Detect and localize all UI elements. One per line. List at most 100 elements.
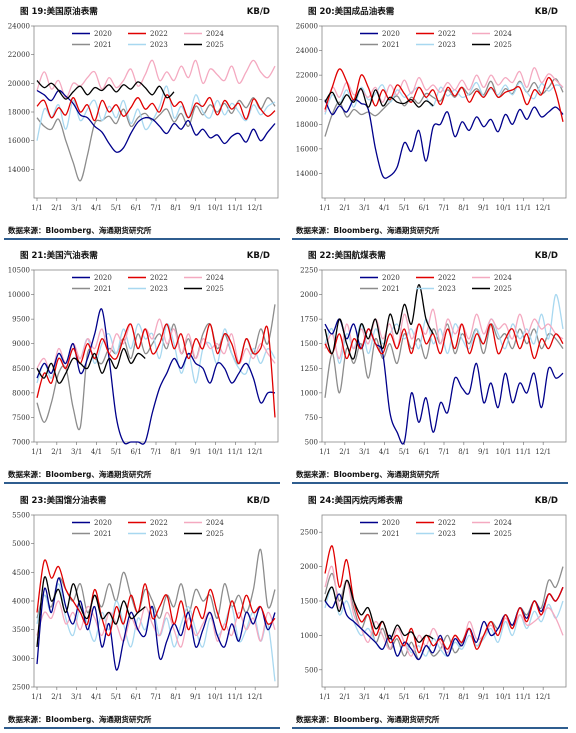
x-tick-label: 8/1 [170,448,181,456]
chart-panel-23: 图 23:美国馏分油表需 KB/D 2500 3000 3500 4000 4500 5000… [0,489,288,733]
x-tick-label: 9/1 [190,693,201,701]
chart-svg: 图 20:美国成品油表需 KB/D 14000 16000 18000 20000 2200… [292,6,568,240]
x-tick-label: 8/1 [170,204,181,212]
y-tick-label: 3500 [12,626,30,634]
series-line-2024 [324,67,564,113]
series-line-2025 [324,284,434,360]
series-line-2021 [324,566,564,661]
legend-label: 2023 [150,530,168,538]
x-tick-label: 9/1 [478,448,489,456]
x-tick-label: 4/1 [379,448,390,456]
legend-label: 2024 [494,519,512,527]
series-line-2022 [36,94,276,122]
y-tick-label: 7000 [12,439,30,447]
x-tick-label: 8/1 [458,448,469,456]
x-tick-label: 2/1 [51,448,62,456]
legend-label: 2022 [150,519,168,527]
legend-label: 2024 [206,30,224,38]
x-tick-label: 6/1 [131,448,142,456]
series-line-2022 [324,323,564,360]
legend-label: 2025 [494,285,512,293]
x-tick-label: 1/1 [31,448,42,456]
legend-label: 2024 [206,519,224,527]
legend-label: 2023 [150,285,168,293]
legend-label: 2025 [494,41,512,49]
series-line-2025 [324,88,434,108]
series-line-2025 [324,579,434,643]
y-tick-label: 9000 [12,340,30,348]
x-tick-label: 10/1 [208,204,224,212]
x-tick-label: 2/1 [51,204,62,212]
y-tick-label: 1250 [300,365,318,373]
x-tick-label: 11/1 [515,448,531,456]
y-tick-label: 24000 [8,23,30,31]
x-tick-label: 7/1 [150,693,161,701]
y-tick-label: 26000 [296,23,318,31]
legend-label: 2021 [382,285,400,293]
chart-title: 图 19:美国原油表需 [20,6,98,17]
x-tick-label: 2/1 [339,693,350,701]
legend-label: 2020 [94,30,112,38]
y-tick-label: 750 [305,414,318,422]
legend-label: 2024 [206,274,224,282]
chart-svg: 图 23:美国馏分油表需 KB/D 2500 3000 3500 4000 4500 5000… [4,495,280,729]
x-tick-label: 12/1 [535,693,551,701]
chart-unit: KB/D [535,251,558,261]
x-tick-label: 6/1 [419,204,430,212]
chart-panel-21: 图 21:美国汽油表需 KB/D 7000 7500 8000 8500 9000 9500 1… [0,244,288,488]
x-tick-label: 7/1 [438,204,449,212]
x-tick-label: 1/1 [319,693,330,701]
x-tick-label: 1/1 [31,693,42,701]
legend-label: 2021 [94,530,112,538]
x-tick-label: 9/1 [190,448,201,456]
divider-rule [4,482,280,484]
series-line-2020 [324,98,564,179]
chart-svg: 图 19:美国原油表需 KB/D 14000 16000 18000 20000 22000… [4,6,280,240]
series-line-2024 [324,565,564,657]
y-tick-label: 2500 [300,529,318,537]
x-tick-label: 5/1 [399,204,410,212]
series-line-2023 [36,323,276,384]
y-tick-label: 18000 [296,121,318,129]
x-tick-label: 4/1 [379,693,390,701]
chart-svg: 图 21:美国汽油表需 KB/D 7000 7500 8000 8500 9000 9500 1… [4,250,280,484]
legend-label: 2025 [494,530,512,538]
x-tick-label: 11/1 [227,204,243,212]
source-note: 数据来源：Bloomberg、海通期货研究所 [8,225,152,235]
legend-label: 2020 [382,30,400,38]
y-tick-label: 2500 [12,684,30,692]
chart-panel-19: 图 19:美国原油表需 KB/D 14000 16000 18000 20000 22000… [0,0,288,244]
x-tick-label: 4/1 [91,693,102,701]
chart-unit: KB/D [247,251,270,261]
x-tick-label: 6/1 [131,204,142,212]
source-note: 数据来源：Bloomberg、海通期货研究所 [296,469,440,479]
divider-rule [4,238,280,240]
x-tick-label: 11/1 [227,448,243,456]
y-tick-label: 16000 [296,145,318,153]
x-tick-label: 10/1 [496,693,512,701]
chart-title: 图 23:美国馏分油表需 [20,495,107,506]
y-tick-label: 8500 [12,365,30,373]
x-tick-label: 8/1 [170,693,181,701]
legend-label: 2022 [438,519,456,527]
x-tick-label: 4/1 [91,448,102,456]
plot-frame [321,25,567,199]
y-tick-label: 22000 [296,72,318,80]
x-tick-label: 10/1 [496,204,512,212]
legend-label: 2020 [382,274,400,282]
y-tick-label: 4000 [12,598,30,606]
y-tick-label: 7500 [12,414,30,422]
chart-unit: KB/D [535,7,558,17]
y-tick-label: 18000 [8,109,30,117]
divider-rule [292,482,568,484]
y-tick-label: 14000 [8,166,30,174]
x-tick-label: 12/1 [247,204,263,212]
legend-label: 2020 [382,519,400,527]
legend-label: 2022 [438,274,456,282]
x-tick-label: 3/1 [71,204,82,212]
y-tick-label: 16000 [8,137,30,145]
source-note: 数据来源：Bloomberg、海通期货研究所 [296,225,440,235]
y-tick-label: 2250 [300,267,318,275]
x-tick-label: 5/1 [399,693,410,701]
plot-frame [321,269,567,443]
